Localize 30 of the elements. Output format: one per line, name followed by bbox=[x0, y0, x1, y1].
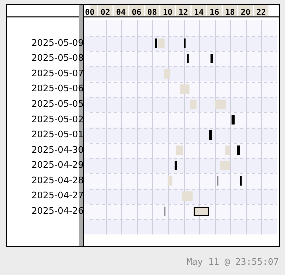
y-tick-label: 2025-05-01 bbox=[32, 130, 84, 141]
y-tick-label: 2025-05-05 bbox=[32, 100, 84, 110]
y-tick-label: 2025-04-30 bbox=[32, 146, 84, 156]
y-tick-label: 2025-04-29 bbox=[32, 161, 84, 172]
y-tick-label: 2025-04-26 bbox=[32, 207, 84, 218]
y-tick-label: 2025-04-28 bbox=[32, 176, 84, 186]
x-tick-label: 06 bbox=[132, 8, 142, 17]
bar bbox=[158, 38, 165, 48]
bar bbox=[237, 146, 240, 156]
y-tick-label: 2025-05-06 bbox=[32, 84, 84, 95]
x-tick-label: 14 bbox=[194, 8, 204, 17]
text: May 11 @ 23:55:07 bbox=[186, 258, 279, 268]
x-tick-label: 12 bbox=[178, 8, 188, 17]
y-tick-label: 2025-05-09 bbox=[32, 38, 84, 49]
x-tick-label: 02 bbox=[100, 8, 111, 17]
x-tick-label: 10 bbox=[163, 8, 173, 17]
y-tick-label: 2025-04-27 bbox=[32, 192, 84, 202]
x-tick-label: 22 bbox=[256, 8, 266, 17]
x-tick-label: 20 bbox=[241, 8, 251, 17]
y-tick-label: 2025-05-07 bbox=[32, 69, 84, 80]
y-tick-label: 2025-05-08 bbox=[32, 54, 84, 64]
y-tick-label: 2025-05-02 bbox=[32, 115, 84, 126]
x-tick-label: 18 bbox=[225, 8, 236, 17]
x-tick-label: 00 bbox=[85, 8, 95, 17]
x-tick-label: 08 bbox=[148, 8, 158, 17]
x-tick-label: 16 bbox=[210, 8, 220, 17]
x-tick-label: 04 bbox=[116, 8, 126, 17]
bar bbox=[215, 100, 226, 110]
bar bbox=[226, 146, 230, 156]
bar bbox=[220, 161, 230, 171]
